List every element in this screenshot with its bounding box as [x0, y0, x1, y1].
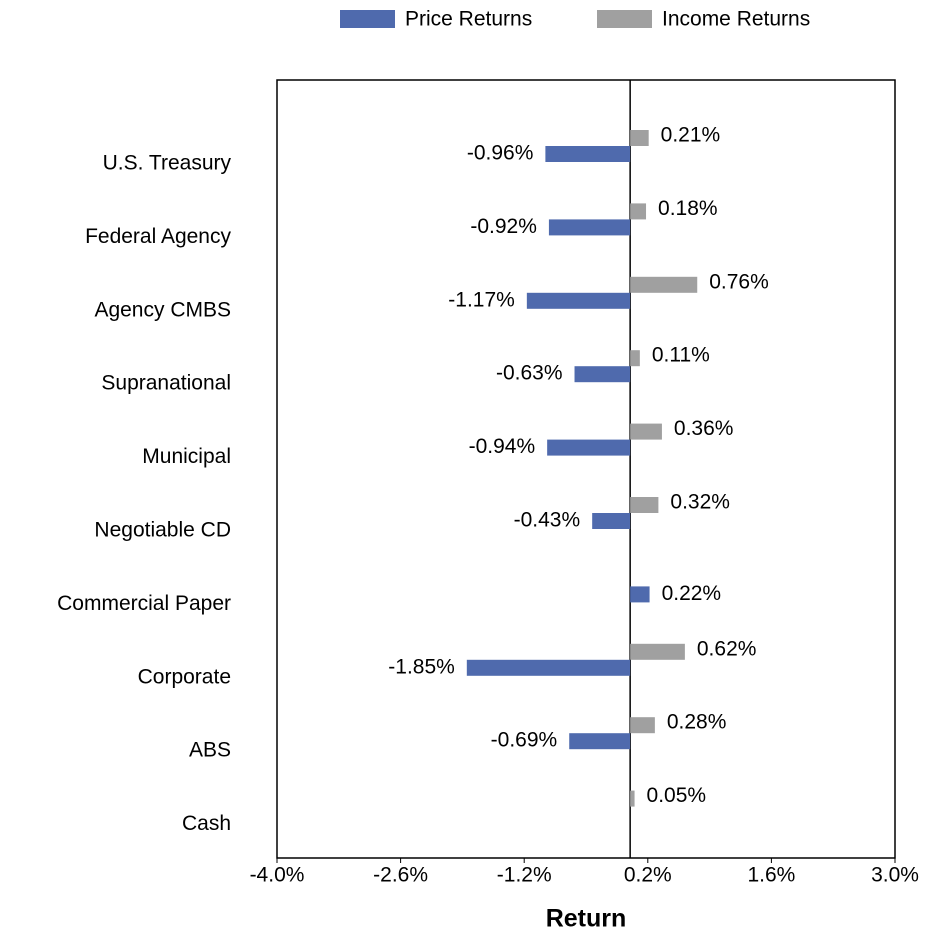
legend-swatch	[340, 10, 395, 28]
bar	[630, 350, 640, 367]
bar	[548, 219, 631, 236]
data-label: 0.62%	[697, 637, 757, 660]
data-label: 0.22%	[662, 582, 722, 605]
bar	[526, 292, 631, 309]
legend-swatch	[597, 10, 652, 28]
y-tick-label: Corporate	[138, 665, 231, 688]
data-label: 0.05%	[647, 784, 707, 807]
x-tick-label: -4.0%	[250, 864, 305, 887]
data-label: -0.43%	[514, 509, 581, 532]
data-label: 0.18%	[658, 197, 718, 220]
legend-label: Price Returns	[405, 8, 532, 31]
y-tick-label: Agency CMBS	[94, 298, 231, 321]
y-tick-label: U.S. Treasury	[103, 152, 232, 175]
data-label: 0.21%	[661, 124, 721, 147]
data-label: -1.17%	[448, 288, 515, 311]
data-label: 0.36%	[674, 417, 734, 440]
plot-frame	[276, 79, 896, 859]
bar	[592, 513, 631, 529]
bar	[630, 203, 647, 220]
bar	[630, 586, 650, 603]
data-label: -0.69%	[491, 729, 558, 752]
y-tick-label: Commercial Paper	[57, 592, 231, 615]
x-axis-title: Return	[546, 905, 627, 933]
y-tick-label: Supranational	[101, 372, 231, 395]
data-label: -0.63%	[496, 362, 563, 385]
y-tick-label: Cash	[182, 812, 231, 835]
bar	[630, 276, 698, 293]
y-tick-label: Municipal	[142, 445, 231, 468]
data-label: 0.11%	[652, 344, 710, 367]
x-tick-label: 1.6%	[747, 864, 795, 887]
y-tick-label: Negotiable CD	[94, 519, 231, 542]
bar	[630, 423, 662, 440]
x-tick-label: -2.6%	[373, 864, 428, 887]
data-label: -1.85%	[388, 655, 455, 678]
bar	[547, 439, 631, 456]
data-label: 0.32%	[670, 491, 730, 514]
x-tick-label: 0.2%	[624, 864, 672, 887]
bar	[630, 130, 649, 146]
bar	[466, 659, 631, 676]
data-label: -0.94%	[469, 435, 536, 458]
y-tick-label: Federal Agency	[85, 225, 231, 248]
data-label: 0.76%	[709, 270, 769, 293]
bar	[630, 643, 685, 660]
bar	[545, 146, 631, 162]
bar	[630, 717, 655, 734]
data-label: -0.92%	[470, 215, 537, 238]
bar	[569, 733, 631, 750]
bar	[630, 497, 659, 513]
data-label: -0.96%	[467, 142, 534, 165]
data-label: 0.28%	[667, 711, 727, 734]
legend-label: Income Returns	[662, 8, 810, 31]
x-tick-label: -1.2%	[497, 864, 552, 887]
bar	[630, 790, 635, 807]
bar	[574, 366, 631, 383]
y-tick-label: ABS	[189, 739, 231, 762]
x-tick-label: 3.0%	[871, 864, 919, 887]
